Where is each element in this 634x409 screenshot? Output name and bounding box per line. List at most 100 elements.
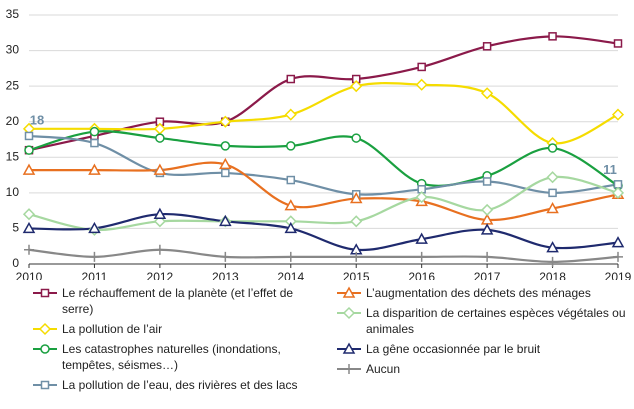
legend-label: Le réchauffement de la planète (et l’eff… (62, 286, 294, 316)
marker (219, 157, 232, 170)
legend-item: La gêne occasionnée par le bruit (336, 341, 626, 357)
legend-label: La disparition de certaines espèces végé… (366, 306, 626, 336)
marker (351, 251, 362, 262)
marker (415, 78, 428, 91)
legend-label: Les catastrophes naturelles (inondations… (62, 342, 281, 372)
marker (548, 32, 557, 41)
marker (613, 39, 623, 48)
marker (155, 133, 165, 143)
marker (482, 42, 492, 51)
marker (349, 192, 363, 204)
marker (284, 221, 298, 234)
legend: L’augmentation des déchets des ménages La… (336, 285, 626, 381)
y-tick-label: 0 (12, 256, 19, 270)
x-tick-label: 2017 (474, 270, 501, 280)
legend-label: Aucun (366, 362, 401, 376)
annotation: 18 (30, 112, 44, 127)
series-line (29, 82, 619, 145)
marker (342, 306, 356, 320)
marker (481, 87, 494, 100)
x-tick-label: 2018 (539, 270, 566, 280)
marker (415, 191, 428, 204)
marker (286, 74, 296, 84)
marker (22, 221, 36, 234)
marker (546, 201, 559, 214)
legend-swatch (337, 286, 361, 298)
marker (221, 168, 230, 178)
marker (285, 251, 296, 262)
x-tick-label: 2013 (212, 270, 239, 280)
y-tick-label: 15 (6, 149, 20, 163)
annotation: 11 (603, 162, 617, 177)
legend-swatch (337, 306, 361, 320)
marker (22, 208, 36, 221)
legend: Le réchauffement de la planète (et l’eff… (32, 285, 322, 397)
marker (40, 344, 50, 354)
marker (415, 232, 428, 244)
marker (24, 244, 34, 255)
marker (219, 115, 232, 128)
marker (284, 108, 297, 121)
marker (284, 199, 298, 211)
marker (342, 342, 356, 354)
marker (22, 163, 36, 175)
y-tick-label: 25 (6, 78, 20, 92)
marker (220, 141, 231, 151)
marker (219, 214, 232, 227)
chart: 0 5 10 15 20 25 30 35 2010 2011 2012 2013 2014 2015 20… (6, 7, 632, 284)
series-line (28, 134, 619, 196)
x-tick-label: 2012 (147, 270, 174, 280)
marker (350, 80, 363, 93)
marker (88, 163, 101, 175)
marker (344, 364, 354, 374)
marker (611, 186, 625, 199)
series-line (28, 248, 619, 263)
x-tick-label: 2016 (408, 270, 435, 280)
legend-swatch (33, 380, 57, 390)
marker (38, 322, 52, 336)
marker (153, 163, 167, 175)
marker (88, 221, 101, 234)
x-tick-label: 2015 (343, 270, 370, 280)
series-line (28, 35, 619, 152)
legend-swatch (33, 344, 57, 354)
legend-item: La pollution de l’air (32, 321, 322, 337)
legend-item: La pollution de l’eau, des rivières et d… (32, 377, 322, 393)
marker (417, 62, 426, 72)
marker (613, 251, 623, 262)
marker (481, 203, 494, 216)
marker (351, 133, 361, 143)
marker (482, 177, 492, 186)
marker (611, 108, 625, 121)
marker (546, 241, 559, 253)
x-tick-label: 2019 (605, 270, 632, 280)
legend-label: La pollution de l’air (62, 322, 163, 336)
marker (153, 207, 167, 219)
marker (153, 215, 166, 228)
marker (482, 251, 493, 262)
series-line (28, 175, 619, 232)
marker (286, 141, 296, 151)
marker (416, 251, 427, 262)
x-tick-label: 2014 (277, 270, 304, 280)
marker (613, 180, 623, 189)
legend-item: Le réchauffement de la planète (et l’eff… (32, 285, 322, 317)
legend-swatch (337, 342, 361, 354)
marker (24, 131, 34, 141)
y-tick-label: 30 (6, 43, 20, 57)
y-tick-label: 20 (6, 114, 20, 128)
x-tick-label: 2011 (82, 270, 108, 280)
legend-label: La gêne occasionnée par le bruit (366, 342, 541, 356)
legend-label: La pollution de l’eau, des rivières et d… (62, 378, 298, 392)
series-line (29, 161, 619, 222)
marker (40, 288, 50, 298)
marker (350, 215, 363, 228)
marker (24, 145, 34, 155)
series-line (28, 130, 619, 187)
x-tick-label: 2010 (16, 270, 43, 280)
marker (480, 223, 494, 235)
legend-swatch (337, 364, 361, 374)
marker (547, 143, 558, 153)
marker (40, 380, 50, 390)
